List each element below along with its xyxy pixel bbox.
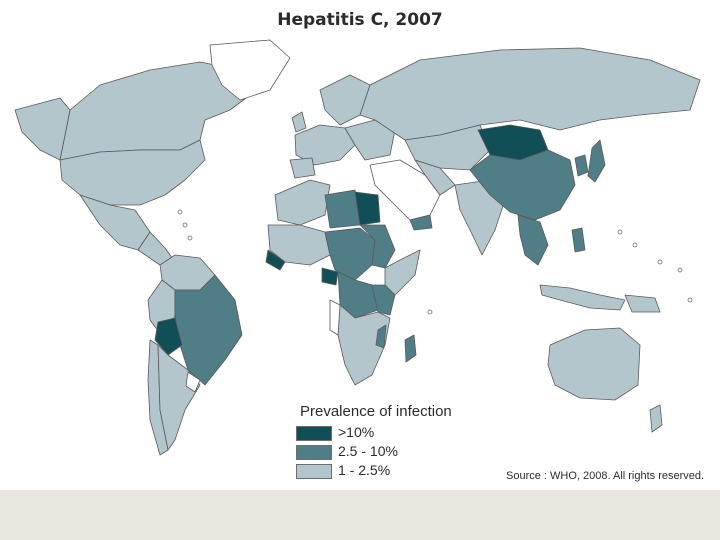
world-map (14, 39, 701, 456)
region-bolivia (154, 317, 183, 356)
legend-swatch-low (296, 464, 332, 479)
region-russia (359, 47, 701, 141)
region-madagascar (404, 334, 417, 363)
region-argentina (157, 344, 201, 451)
region-iberia (289, 157, 316, 179)
region-guinea (265, 249, 286, 271)
region-uruguay (185, 371, 201, 393)
region-uk (291, 111, 307, 133)
slide: Hepatitis C, 2007 (14, 10, 705, 482)
region-papua (624, 294, 661, 313)
region-tanzania (371, 284, 396, 316)
region-mozambique (375, 324, 387, 349)
region-yemen (409, 214, 433, 231)
region-new-zealand (649, 404, 663, 433)
region-china (469, 149, 576, 221)
region-australia (547, 327, 641, 401)
legend-label-mid: 2.5 - 10% (338, 443, 398, 459)
region-western-europe (294, 124, 356, 166)
legend-swatch-mid (296, 445, 332, 460)
footer-band (0, 490, 720, 540)
region-indochina (517, 214, 549, 266)
legend-swatch-high (296, 426, 332, 441)
legend-title: Prevalence of infection (300, 403, 452, 420)
region-japan (587, 139, 606, 183)
source-note: Source : WHO, 2008. All rights reserved. (506, 470, 705, 482)
region-libya (324, 189, 361, 229)
region-egypt (354, 191, 381, 226)
region-west-africa (267, 224, 331, 266)
region-cameroon (321, 267, 339, 286)
region-indonesia (539, 284, 626, 311)
region-iran (414, 159, 456, 196)
region-central-africa (324, 227, 376, 281)
region-angola (329, 299, 341, 336)
legend-label-high: >10% (338, 424, 375, 440)
region-philippines (571, 227, 586, 253)
region-korea (574, 154, 589, 177)
map-title: Hepatitis C, 2007 (277, 10, 443, 30)
region-southern-africa (337, 304, 391, 386)
region-alaska (14, 97, 71, 161)
legend-label-low: 1 - 2.5% (338, 462, 391, 478)
region-central-america (137, 231, 176, 266)
region-north-africa-west (274, 179, 331, 226)
region-greenland (209, 39, 291, 101)
region-scandinavia (319, 74, 371, 126)
